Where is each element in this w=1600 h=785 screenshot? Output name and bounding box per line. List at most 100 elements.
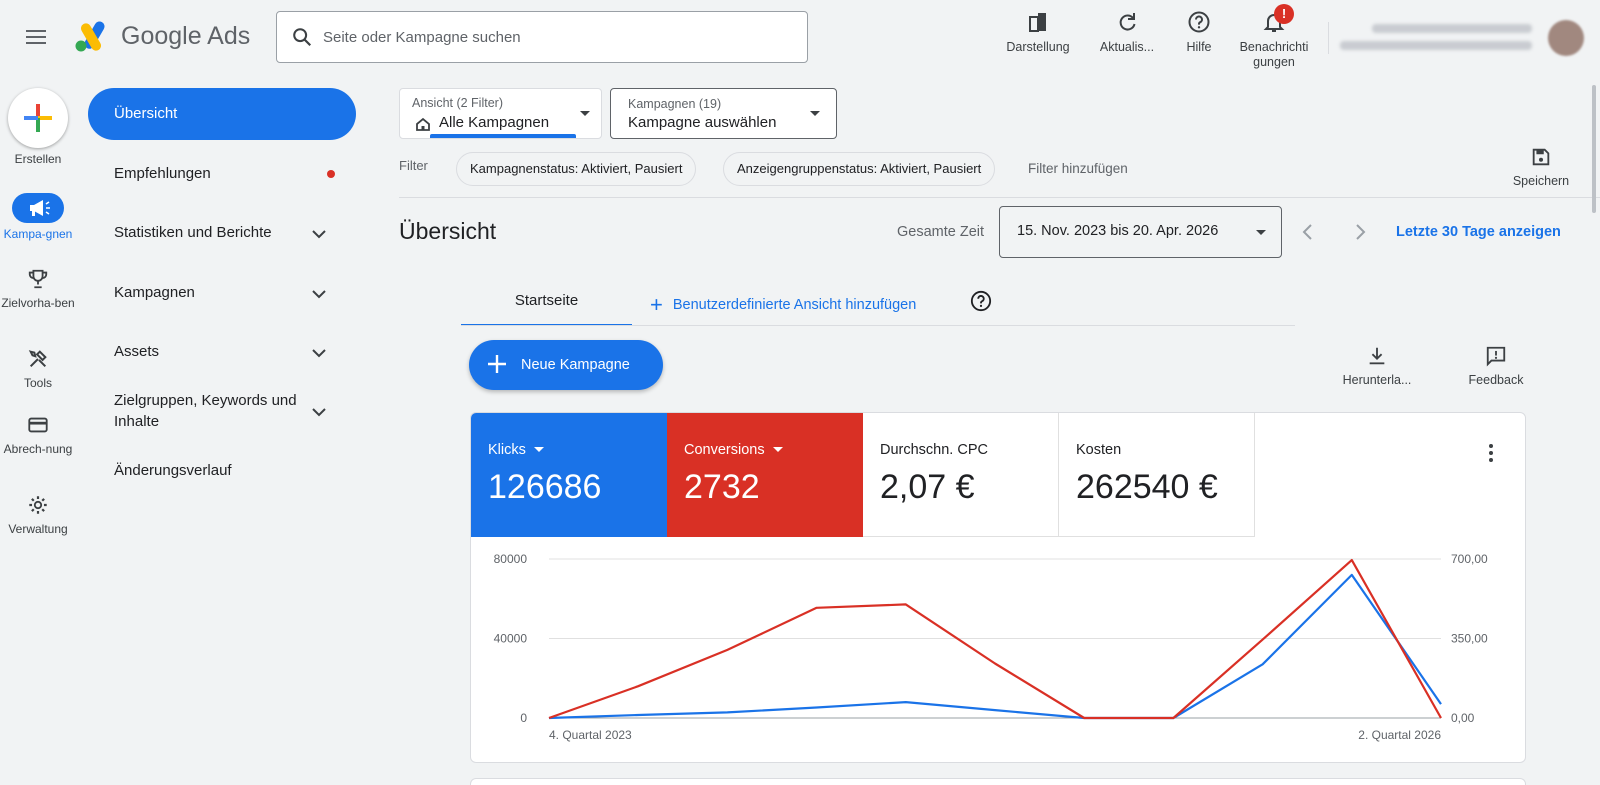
campaign-dropdown-value: Kampagne auswählen: [628, 114, 777, 131]
help-button[interactable]: Hilfe: [1176, 10, 1222, 55]
left-tick-label: 40000: [494, 632, 528, 646]
more-vert-icon[interactable]: [1481, 441, 1501, 465]
avatar[interactable]: [1548, 20, 1584, 56]
metric-conversions[interactable]: Conversions 2732: [667, 413, 863, 537]
tab-add-label: Benutzerdefinierte Ansicht hinzufügen: [672, 297, 917, 313]
sidenav-item-recommendations[interactable]: Empfehlungen: [114, 165, 211, 182]
right-tick-label: 700,00: [1451, 552, 1488, 566]
appearance-button[interactable]: Darstellung: [1000, 10, 1076, 55]
time-range-label: Gesamte Zeit: [897, 224, 985, 240]
notifications-label: Benachrichti gungen: [1239, 40, 1309, 69]
plus-icon: +: [650, 292, 663, 317]
chevron-down-icon[interactable]: [310, 225, 328, 243]
scrollbar[interactable]: [1592, 85, 1596, 213]
tab-home-label: Startseite: [514, 292, 579, 309]
left-tick-label: 80000: [494, 552, 528, 566]
view-dropdown-underline: [430, 134, 576, 138]
rail-item-tools[interactable]: Tools: [0, 348, 76, 390]
right-tick-label: 350,00: [1451, 632, 1488, 646]
metric-clicks-label: Klicks: [488, 442, 544, 458]
plus-icon: [488, 355, 506, 373]
chevron-down-icon[interactable]: [310, 344, 328, 362]
hamburger-menu-icon[interactable]: [24, 26, 48, 48]
rail-item-goals[interactable]: Zielvorha-ben: [0, 268, 76, 310]
account-id-blurred: [1372, 24, 1532, 33]
sidenav-item-audiences[interactable]: Zielgruppen, Keywords und Inhalte: [114, 392, 297, 430]
rail-item-campaigns[interactable]: Kampa-gnen: [0, 193, 76, 241]
feedback-button[interactable]: Feedback: [1456, 345, 1536, 387]
filter-chip-campaign-status[interactable]: Kampagnenstatus: Aktiviert, Pausiert: [456, 152, 697, 186]
rail-item-billing[interactable]: Abrech-nung: [0, 414, 76, 456]
date-range-value: 15. Nov. 2023 bis 20. Apr. 2026: [1017, 223, 1219, 239]
feedback-label: Feedback: [1468, 373, 1524, 387]
refresh-label: Aktualis...: [1099, 40, 1155, 54]
metric-avg-cpc[interactable]: Durchschn. CPC 2,07 €: [863, 413, 1059, 537]
rail-label-admin: Verwaltung: [8, 522, 68, 536]
right-tick-label: 0,00: [1451, 711, 1475, 725]
download-icon: [1369, 347, 1385, 365]
date-range-dropdown[interactable]: 15. Nov. 2023 bis 20. Apr. 2026: [999, 206, 1282, 258]
view-dropdown-label: Ansicht (2 Filter): [412, 96, 503, 110]
metric-clicks[interactable]: Klicks 126686: [471, 413, 667, 537]
metric-clicks-value: 126686: [488, 468, 602, 506]
rail-label-create[interactable]: Erstellen: [14, 152, 62, 166]
notification-badge: !: [1274, 4, 1294, 24]
download-label: Herunterla...: [1342, 373, 1412, 387]
dropdown-arrow-icon: [810, 111, 820, 116]
chevron-right-icon[interactable]: [1349, 221, 1371, 243]
page-title: Übersicht: [399, 218, 497, 244]
tab-home[interactable]: Startseite: [461, 282, 632, 326]
next-card-edge: [470, 778, 1526, 785]
appearance-label: Darstellung: [1006, 40, 1070, 54]
account-email-blurred: [1340, 41, 1532, 50]
tools-icon: [28, 350, 47, 368]
megaphone-icon: [30, 200, 50, 216]
performance-chart: 80000 40000 0 700,00 350,00 0,00 4. Quartal 20…: [494, 552, 1488, 742]
tab-add-custom-view[interactable]: + Benutzerdefinierte Ansicht hinzufügen: [650, 292, 916, 318]
rail-item-admin[interactable]: Verwaltung: [0, 494, 76, 536]
save-icon: [1532, 148, 1550, 166]
recommendations-dot: [327, 170, 335, 178]
sidenav-item-assets[interactable]: Assets: [114, 343, 160, 360]
add-filter-button[interactable]: Filter hinzufügen: [1028, 161, 1128, 176]
filter-divider: [399, 197, 1600, 198]
campaign-dropdown-label: Kampagnen (19): [628, 97, 722, 111]
chevron-down-icon[interactable]: [310, 285, 328, 303]
metric-cost-label: Kosten: [1076, 442, 1122, 458]
search-input[interactable]: Seite oder Kampagne suchen: [276, 11, 808, 63]
sidenav-item-campaigns[interactable]: Kampagnen: [114, 284, 195, 301]
google-ads-logo: [75, 21, 105, 52]
account-divider: [1328, 22, 1329, 54]
campaign-dropdown[interactable]: Kampagnen (19) Kampagne auswählen: [610, 88, 837, 139]
new-campaign-label: Neue Kampagne: [521, 357, 630, 373]
view-dropdown[interactable]: Ansicht (2 Filter) Alle Kampagnen: [399, 88, 602, 139]
chevron-left-icon[interactable]: [1297, 221, 1319, 243]
dropdown-arrow-icon: [1256, 230, 1266, 235]
refresh-button[interactable]: Aktualis...: [1092, 10, 1162, 55]
x-tick-label: 2. Quartal 2026: [1358, 728, 1441, 742]
sidenav-item-reports[interactable]: Statistiken und Berichte: [114, 224, 272, 241]
download-button[interactable]: Herunterla...: [1335, 345, 1419, 387]
rail-label-campaigns: Kampa-gnen: [3, 227, 73, 241]
sidenav-item-overview[interactable]: Übersicht: [88, 88, 356, 140]
chevron-down-icon[interactable]: [310, 403, 328, 421]
plus-icon: [24, 104, 52, 132]
search-icon: [293, 28, 312, 47]
tab-divider: [461, 325, 1295, 326]
save-button[interactable]: Speichern: [1506, 146, 1576, 188]
notifications-button[interactable]: Benachrichti gungen: [1232, 10, 1316, 70]
view-dropdown-value: Alle Kampagnen: [439, 114, 550, 131]
filter-chip-adgroup-status[interactable]: Anzeigengruppenstatus: Aktiviert, Pausie…: [723, 152, 996, 186]
dropdown-arrow-icon: [580, 111, 590, 116]
series-line-klicks: [548, 573, 1442, 720]
create-button[interactable]: [8, 88, 68, 148]
appearance-icon: [1029, 13, 1046, 32]
campaigns-pill: [12, 193, 64, 223]
last-30-days-link[interactable]: Letzte 30 Tage anzeigen: [1396, 224, 1561, 240]
new-campaign-button[interactable]: Neue Kampagne: [469, 340, 663, 390]
sidenav-item-change-history[interactable]: Änderungsverlauf: [114, 462, 232, 479]
series-line-conversions: [548, 559, 1442, 720]
metric-cost[interactable]: Kosten 262540 €: [1059, 413, 1255, 537]
help-icon[interactable]: [970, 290, 992, 312]
credit-card-icon: [28, 417, 48, 433]
